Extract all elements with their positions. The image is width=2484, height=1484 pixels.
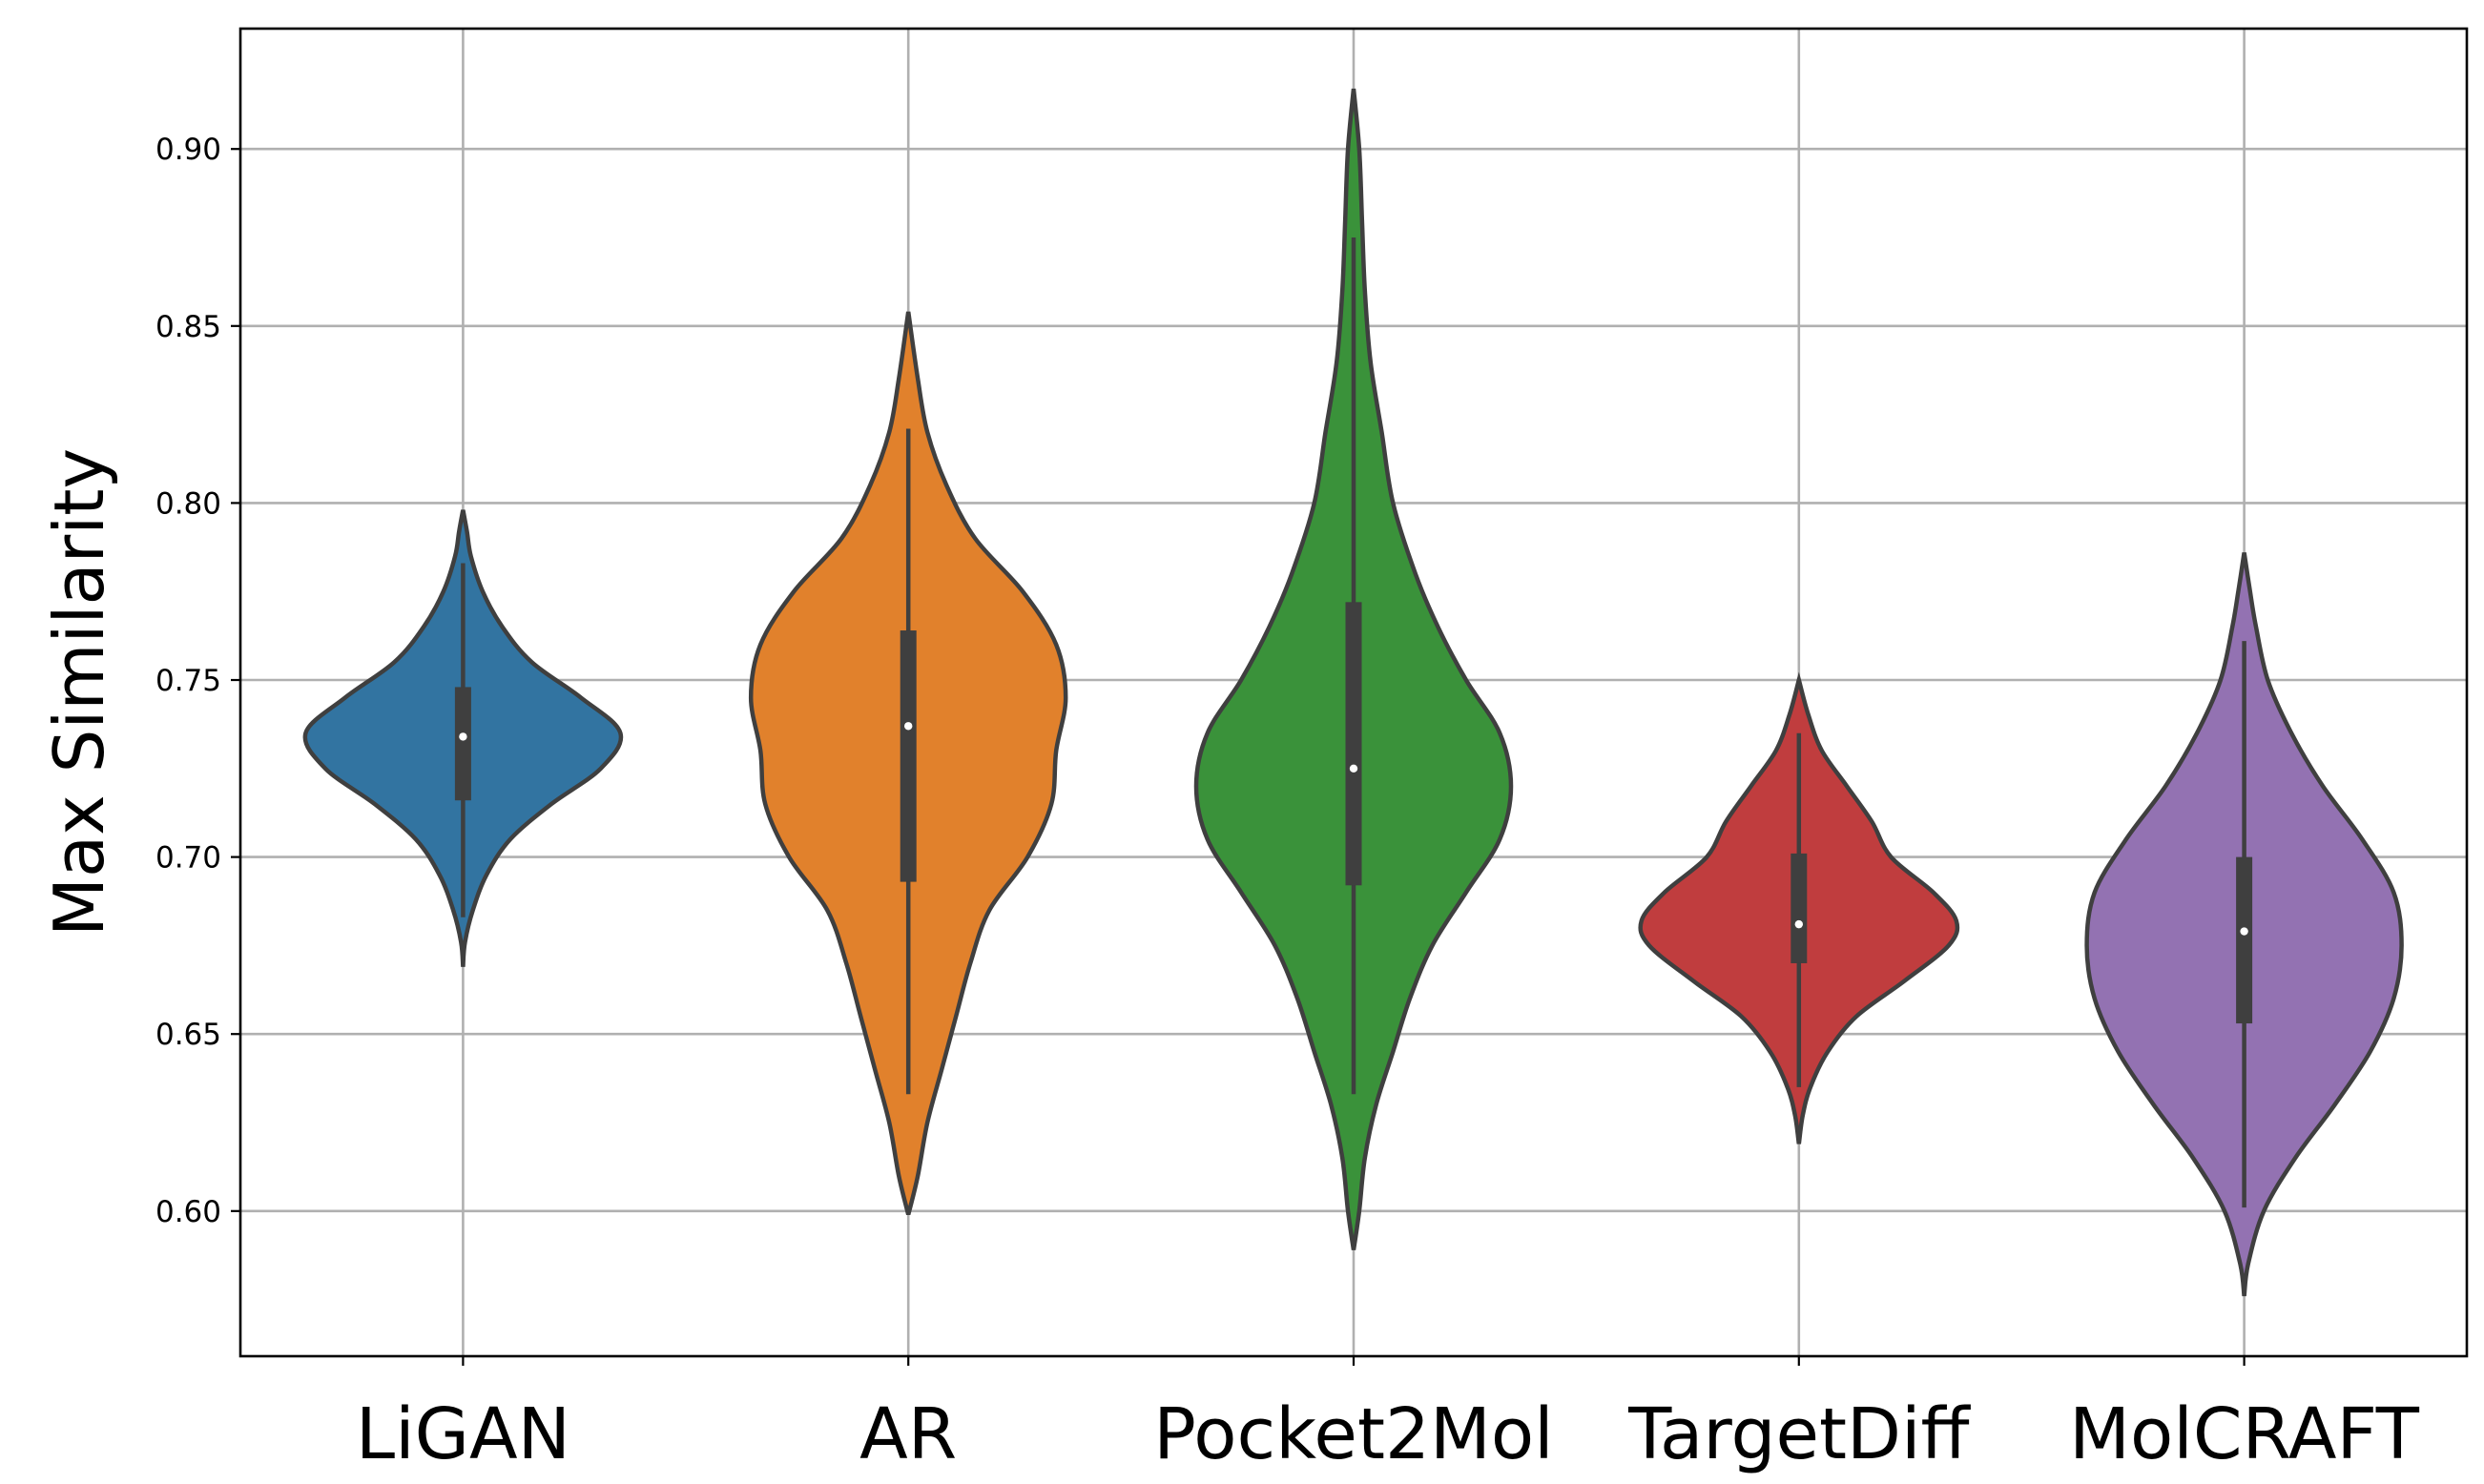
violin-iqr-box (1791, 853, 1808, 963)
violin-targetdiff (1638, 671, 1960, 1144)
y-tick-label: 0.80 (155, 486, 221, 521)
x-tick-label: AR (859, 1393, 957, 1475)
violin-ar (748, 311, 1068, 1216)
violin-pocket2mol (1193, 88, 1514, 1250)
y-tick-label: 0.65 (155, 1018, 221, 1052)
violin-median-point (2240, 927, 2248, 936)
x-tick-label: Pocket2Mol (1153, 1393, 1553, 1475)
y-tick-label: 0.75 (155, 664, 221, 698)
violin-iqr-box (454, 687, 471, 801)
violin-iqr-box (1345, 602, 1362, 886)
violin-iqr-box (2236, 856, 2253, 1024)
violin-median-point (1349, 764, 1358, 773)
violin-iqr-box (900, 630, 917, 882)
x-tick-label: TargetDiff (1627, 1393, 1971, 1475)
y-axis-ticks: 0.60 0.65 0.70 0.75 0.80 0.85 0.90 (155, 133, 240, 1229)
y-tick-label: 0.60 (155, 1195, 221, 1229)
violin-median-point (904, 722, 913, 731)
violin-median-point (1794, 919, 1804, 929)
violin-molcraft (2084, 552, 2404, 1297)
y-tick-label: 0.70 (155, 841, 221, 876)
y-tick-label: 0.90 (155, 133, 221, 167)
violins (302, 88, 2404, 1297)
y-axis-label: Max Similarity (39, 448, 119, 937)
x-axis-ticks: LiGAN AR Pocket2Mol TargetDiff MolCRAFT (356, 1356, 2420, 1475)
violin-median-point (459, 732, 467, 741)
violin-ligan (302, 509, 624, 967)
y-tick-label: 0.85 (155, 310, 221, 344)
x-tick-label: LiGAN (356, 1393, 570, 1475)
x-tick-label: MolCRAFT (2069, 1393, 2420, 1475)
